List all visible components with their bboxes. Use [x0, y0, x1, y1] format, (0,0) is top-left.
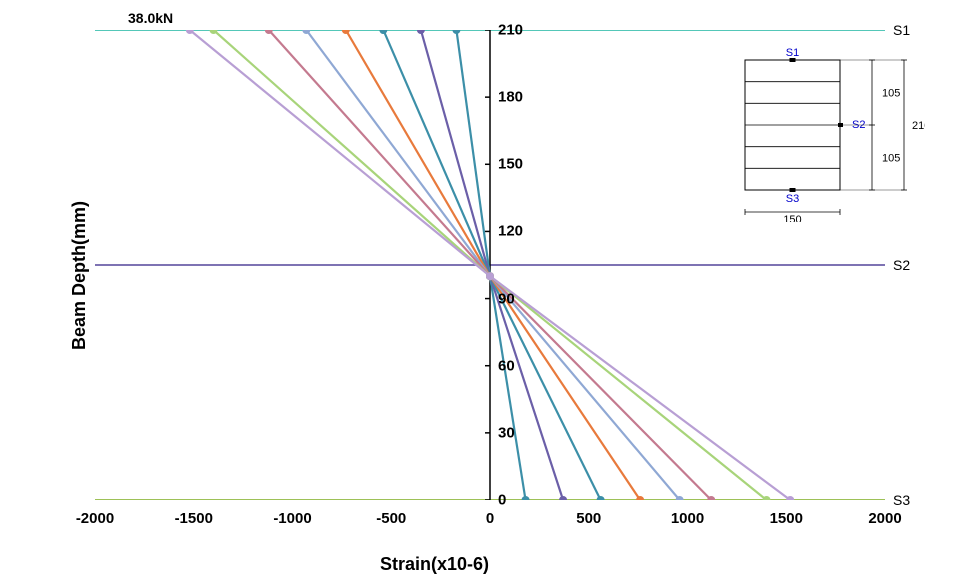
y-tick-label: 180 — [498, 89, 538, 106]
svg-text:S3: S3 — [786, 193, 799, 205]
y-tick-label: 210 — [498, 22, 538, 39]
svg-text:150: 150 — [783, 214, 801, 222]
y-tick-label: 60 — [498, 357, 538, 374]
svg-text:105: 105 — [882, 152, 900, 164]
x-tick-label: 0 — [486, 510, 494, 527]
s3-label: S3 — [893, 492, 910, 508]
x-tick-label: 1000 — [671, 510, 704, 527]
y-tick-label: 90 — [498, 290, 538, 307]
y-tick-label: 0 — [498, 492, 538, 509]
svg-text:105: 105 — [882, 87, 900, 99]
x-tick-label: 1500 — [770, 510, 803, 527]
x-tick-label: 500 — [576, 510, 601, 527]
x-tick-label: 2000 — [868, 510, 901, 527]
y-tick-label: 30 — [498, 424, 538, 441]
svg-text:S1: S1 — [786, 47, 799, 59]
x-tick-label: -500 — [376, 510, 406, 527]
inset-svg: S1S2S3150105105210 — [735, 42, 925, 222]
cross-section-inset: S1S2S3150105105210 — [735, 42, 925, 222]
load-annotation: 38.0kN — [128, 10, 173, 26]
s1-label: S1 — [893, 22, 910, 38]
y-tick-label: 150 — [498, 156, 538, 173]
chart-container: Beam Depth(mm) Strain(x10-6) 38.0kN S1 S… — [0, 0, 962, 583]
y-axis-label: Beam Depth(mm) — [69, 201, 90, 350]
x-tick-label: -2000 — [76, 510, 114, 527]
s2-label: S2 — [893, 257, 910, 273]
x-tick-label: -1500 — [175, 510, 213, 527]
x-tick-label: -1000 — [273, 510, 311, 527]
y-tick-label: 120 — [498, 223, 538, 240]
x-axis-label: Strain(x10-6) — [380, 554, 489, 575]
svg-text:210: 210 — [912, 120, 925, 132]
